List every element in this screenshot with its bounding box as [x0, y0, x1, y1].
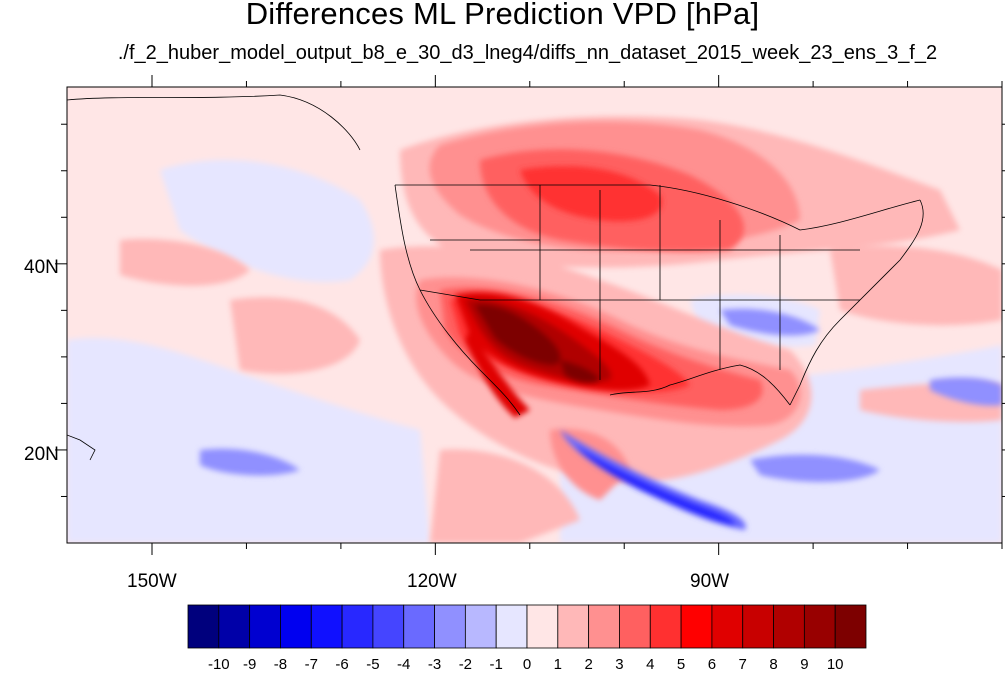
colorbar-tick-label: 7: [738, 656, 747, 673]
colorbar-tick-label: -1: [489, 656, 503, 673]
colorbar-tick-label: 9: [800, 656, 809, 673]
colorbar-swatch: [526, 604, 559, 649]
alaska-coast: [67, 94, 361, 151]
colorbar-swatch: [310, 604, 343, 649]
colorbar-tick-label: 0: [522, 656, 532, 673]
colorbar-tick-label: 2: [584, 656, 593, 673]
colorbar-tick-label: 10: [826, 656, 844, 673]
colorbar-tick-label: -7: [304, 656, 318, 673]
colorbar-tick-label: 4: [646, 656, 655, 673]
colorbar-swatch: [280, 604, 312, 649]
lon-label-120w: 120W: [407, 571, 457, 592]
colorbar-tick-label: -6: [335, 656, 349, 673]
hawaii-outline: [67, 434, 96, 461]
country-state-borders: [394, 184, 924, 416]
colorbar: [187, 604, 867, 649]
map-frame: [66, 86, 1003, 544]
lon-label-90w: 90W: [690, 571, 730, 592]
colorbar-tick-label: -2: [458, 656, 473, 673]
colorbar-tick-label: -8: [273, 656, 288, 673]
colorbar-tick-label: 8: [769, 656, 778, 673]
colorbar-swatch: [218, 604, 251, 649]
colorbar-swatch: [711, 604, 744, 649]
colorbar-tick-label: -9: [242, 656, 257, 673]
colorbar-swatch: [588, 604, 620, 649]
colorbar-swatch: [403, 604, 435, 649]
colorbar-swatch: [619, 604, 651, 649]
colorbar-tick-label: -3: [427, 656, 442, 673]
map-subtitle: ./f_2_huber_model_output_b8_e_30_d3_lneg…: [117, 42, 938, 64]
colorbar-tick-label: -4: [397, 656, 411, 673]
map-ticks: [55, 75, 1005, 555]
colorbar-tick-label: 6: [707, 656, 717, 673]
colorbar-swatch: [495, 604, 528, 649]
lat-label-40n: 40N: [24, 257, 59, 278]
map-title: Differences ML Prediction VPD [hPa]: [245, 0, 760, 31]
colorbar-swatch: [341, 604, 374, 649]
colorbar-swatch: [834, 604, 867, 649]
colorbar-swatch: [372, 604, 405, 649]
colorbar-swatch: [434, 604, 466, 649]
colorbar-swatch: [649, 604, 682, 649]
lon-label-150w: 150W: [127, 571, 177, 592]
colorbar-tick-label: 1: [553, 656, 562, 673]
colorbar-swatch: [742, 604, 774, 649]
lat-label-20n: 20N: [24, 444, 59, 465]
colorbar-swatch: [249, 604, 281, 649]
colorbar-swatch: [557, 604, 590, 649]
colorbar-tick-label: -5: [366, 656, 380, 673]
negative-2-patches: [200, 308, 1002, 482]
colorbar-swatch: [187, 604, 220, 649]
colorbar-tick-label: 3: [615, 656, 624, 673]
colorbar-swatch: [680, 604, 713, 649]
negative-coastal-strip: [560, 430, 746, 530]
colorbar-tick-label: -10: [207, 656, 230, 673]
map-plot-area: [67, 87, 1002, 543]
colorbar-swatch: [464, 604, 497, 649]
positive-10-regions: [475, 304, 600, 383]
colorbar-swatch: [803, 604, 836, 649]
colorbar-tick-label: 5: [676, 656, 686, 673]
colorbar-swatch: [773, 604, 805, 649]
